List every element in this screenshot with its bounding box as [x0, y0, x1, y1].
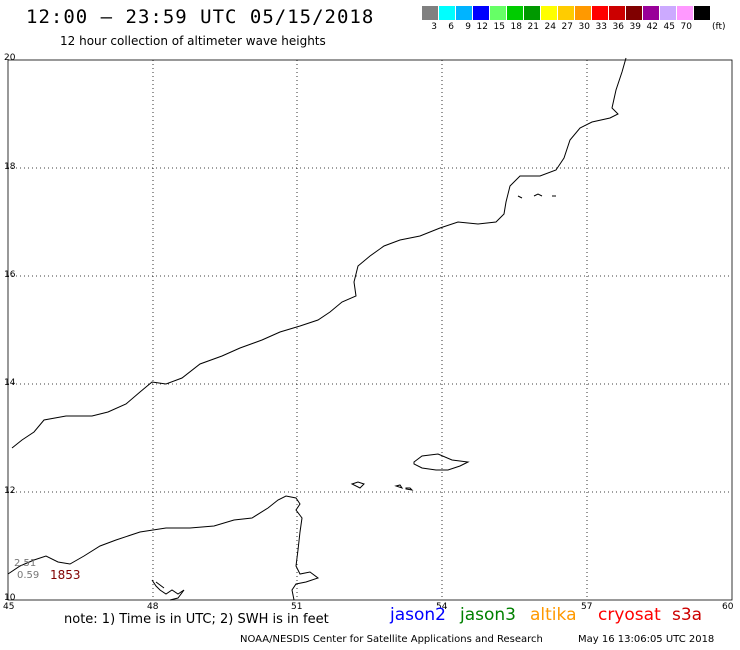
lat-tick: 10	[4, 593, 16, 603]
legend-label: 3	[431, 22, 437, 32]
legend-swatch	[592, 6, 609, 20]
lon-tick: 57	[581, 602, 593, 612]
islet	[394, 484, 404, 489]
legend-swatch	[626, 6, 643, 20]
kuria-muria	[517, 193, 556, 199]
graticule	[8, 60, 732, 600]
lat-tick: 14	[4, 378, 16, 388]
swh-value: 2.51	[14, 558, 37, 569]
credit: NOAA/NESDIS Center for Satellite Applica…	[240, 634, 543, 645]
legend-label: 70	[680, 22, 692, 32]
legend-label: 36	[612, 22, 624, 32]
legend-labels: 3 6 9 12 15 18 21 24 27 30 33 36 39 42 45 70	[422, 22, 711, 32]
lon-tick: 51	[291, 602, 303, 612]
legend-swatch	[558, 6, 575, 20]
legend-swatch	[643, 6, 660, 20]
legend-swatch	[524, 6, 541, 20]
legend-label: 9	[465, 22, 471, 32]
lat-tick: 20	[4, 53, 16, 63]
legend-label: 45	[663, 22, 675, 32]
african-coast	[7, 495, 320, 601]
satellite-jason2: jason2	[390, 605, 446, 625]
lat-tick: 12	[4, 486, 16, 496]
legend-label: 15	[493, 22, 505, 32]
socotra	[413, 453, 470, 471]
islet	[350, 481, 365, 489]
legend-swatch	[694, 6, 711, 20]
legend-label: 33	[595, 22, 607, 32]
page-subtitle: 12 hour collection of altimeter wave hei…	[60, 34, 326, 48]
lat-tick: 18	[4, 162, 16, 172]
pass-time: 1853	[50, 568, 81, 582]
satellite-altika: altika	[530, 605, 577, 625]
legend-label: 21	[527, 22, 539, 32]
legend-swatch	[473, 6, 490, 20]
satellite-jason3: jason3	[460, 605, 516, 625]
legend-label: 30	[578, 22, 590, 32]
legend-label: 27	[561, 22, 573, 32]
legend-label: 6	[448, 22, 454, 32]
legend-label: 18	[510, 22, 522, 32]
legend-label: 39	[629, 22, 641, 32]
legend-swatch	[541, 6, 558, 20]
lon-tick: 45	[3, 602, 15, 612]
legend-swatch	[609, 6, 626, 20]
legend-swatch	[677, 6, 694, 20]
legend-swatch	[422, 6, 439, 20]
lat-tick: 16	[4, 270, 16, 280]
legend-swatches	[422, 6, 711, 20]
islet	[405, 487, 414, 491]
satellite-cryosat: cryosat	[598, 605, 661, 625]
satellite-s3a: s3a	[672, 605, 703, 625]
legend-label: 42	[646, 22, 658, 32]
legend-label: 24	[544, 22, 556, 32]
page-title: 12:00 – 23:59 UTC 05/15/2018	[26, 6, 375, 28]
legend-swatch	[490, 6, 507, 20]
legend-swatch	[456, 6, 473, 20]
timestamp: May 16 13:06:05 UTC 2018	[578, 634, 715, 645]
legend-label	[694, 22, 711, 32]
map-frame	[7, 59, 733, 601]
legend-swatch	[439, 6, 456, 20]
lon-tick: 54	[436, 602, 448, 612]
legend-swatch	[660, 6, 677, 20]
footer-note: note: 1) Time is in UTC; 2) SWH is in fe…	[64, 612, 329, 627]
coastline	[7, 57, 627, 601]
arabian-coast	[11, 57, 627, 449]
legend-swatch	[575, 6, 592, 20]
legend-label: 12	[476, 22, 488, 32]
lon-tick: 60	[722, 602, 734, 612]
wave-height-legend: 3 6 9 12 15 18 21 24 27 30 33 36 39 42 45 70 (ft)	[422, 6, 726, 32]
legend-swatch	[507, 6, 524, 20]
lon-tick: 48	[147, 602, 159, 612]
horn-detail	[151, 579, 185, 601]
legend-unit: (ft)	[712, 22, 726, 32]
swh-value: 0.59	[17, 570, 40, 581]
